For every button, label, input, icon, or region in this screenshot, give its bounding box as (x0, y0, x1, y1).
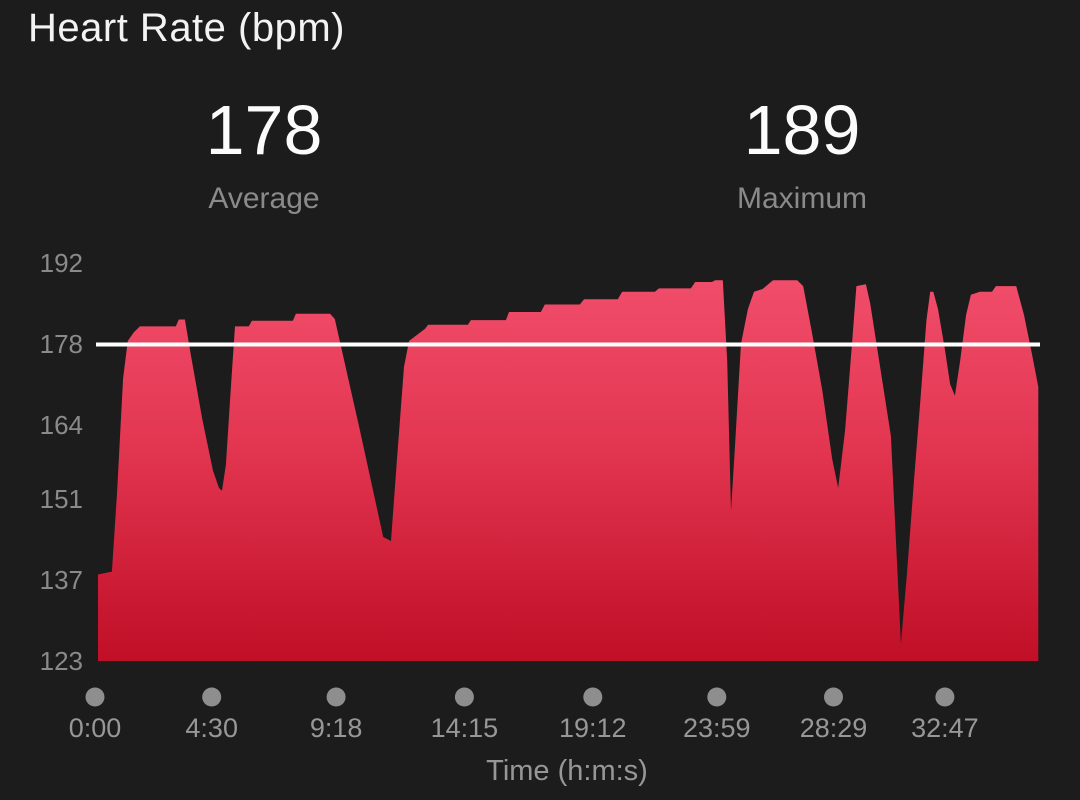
page-title: Heart Rate (bpm) (28, 6, 345, 50)
lap-marker-dot (454, 687, 474, 707)
x-tick-label: 19:12 (559, 713, 627, 743)
lap-marker-dot (707, 687, 727, 707)
x-tick-label: 32:47 (911, 713, 979, 743)
y-tick-label: 137 (39, 565, 83, 596)
x-tick-label: 4:30 (185, 713, 238, 743)
heart-rate-series-area (98, 280, 1039, 661)
x-tick-label: 28:29 (799, 713, 868, 743)
maximum-label: Maximum (736, 182, 867, 215)
y-tick-label: 123 (39, 646, 83, 676)
y-tick-label: 151 (39, 484, 83, 515)
lap-marker-dot (202, 687, 222, 707)
lap-marker-dot (85, 687, 105, 707)
lap-marker-dot (583, 687, 603, 707)
x-tick-label: 14:15 (430, 713, 499, 743)
maximum-value: 189 (743, 91, 861, 169)
lap-marker-dot (824, 687, 843, 707)
x-tick-label: 9:18 (309, 713, 363, 743)
lap-marker-dot (935, 687, 955, 707)
y-tick-label: 178 (39, 328, 83, 359)
x-tick-label: 23:59 (683, 713, 751, 743)
average-label: Average (208, 182, 320, 215)
y-tick-label: 164 (39, 409, 83, 440)
average-value: 178 (205, 91, 323, 169)
y-tick-label: 192 (39, 248, 83, 278)
x-tick-label: 0:00 (68, 713, 122, 743)
lap-marker-dot (326, 687, 346, 707)
x-axis-title: Time (h:m:s) (486, 755, 648, 787)
